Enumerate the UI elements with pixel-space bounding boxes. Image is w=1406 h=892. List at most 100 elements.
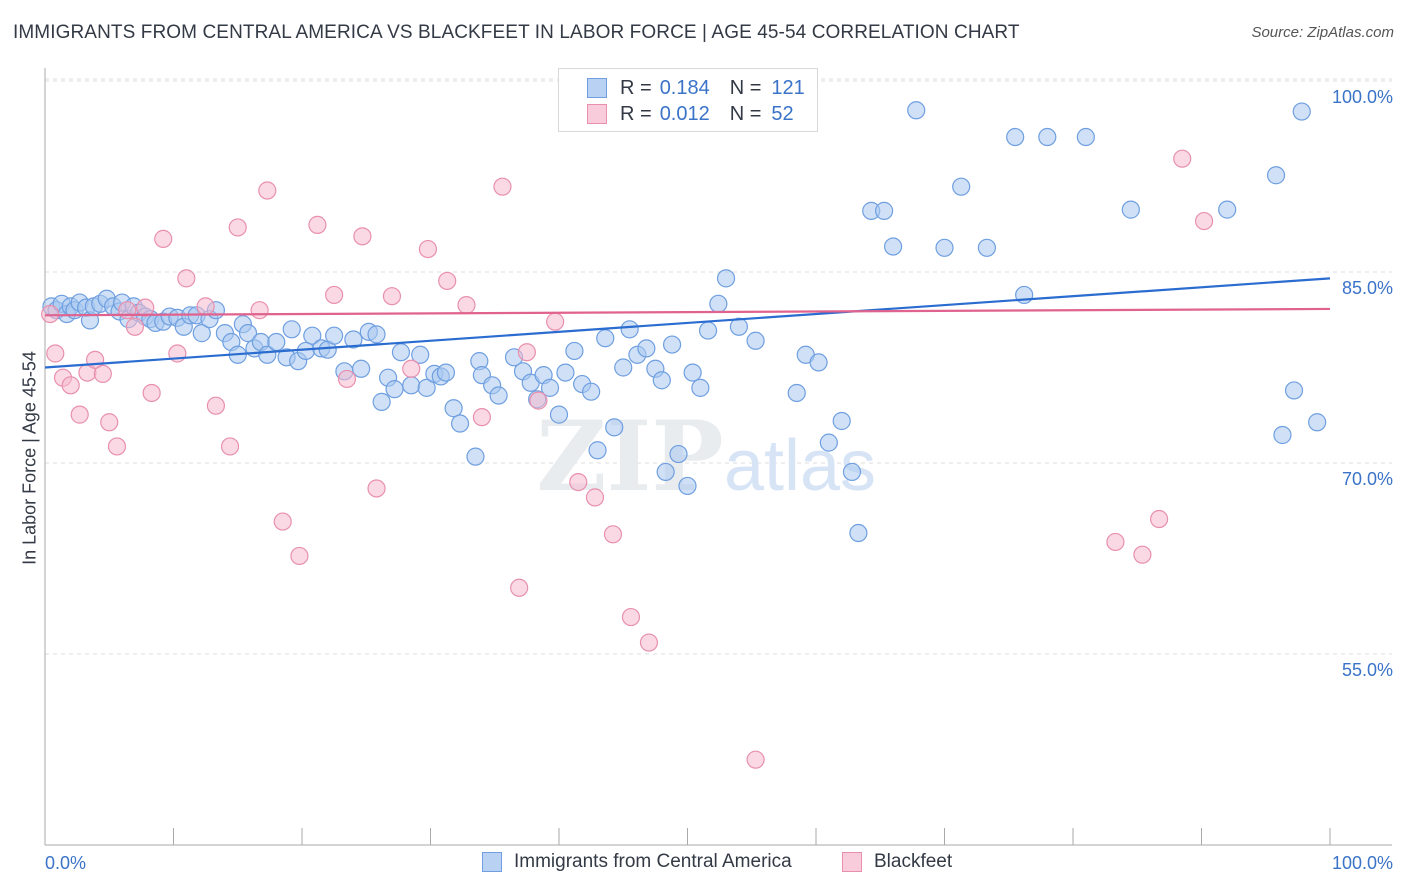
legend-item-blackfeet[interactable]: Blackfeet <box>842 851 952 873</box>
blackfeet-point <box>1149 509 1169 529</box>
bottom-legend: Immigrants from Central America Blackfee… <box>0 851 1406 879</box>
blackfeet-point <box>1173 149 1192 168</box>
central-america-point <box>466 447 485 466</box>
blackfeet-point <box>206 396 226 415</box>
pink-swatch <box>842 852 862 872</box>
central-america-point <box>977 238 997 257</box>
blackfeet-point <box>250 301 269 320</box>
blackfeet-point <box>517 343 536 362</box>
blackfeet-point <box>177 269 196 288</box>
blackfeet-point <box>621 607 641 627</box>
y-tick-label: 70.0% <box>1342 469 1393 489</box>
central-america-point <box>436 363 456 382</box>
blackfeet-point <box>118 301 137 320</box>
blackfeet-point <box>61 376 80 395</box>
blackfeet-point <box>585 488 605 507</box>
blackfeet-point <box>438 271 457 291</box>
blackfeet-point <box>100 413 119 432</box>
central-america-point <box>698 321 718 340</box>
blackfeet-point <box>142 383 161 403</box>
blackfeet-point <box>154 229 173 248</box>
central-america-trendline <box>44 277 1331 369</box>
blackfeet-point <box>93 364 112 383</box>
central-america-point <box>1038 127 1057 147</box>
central-america-point <box>605 418 624 437</box>
legend-label: Blackfeet <box>874 851 953 872</box>
r-value: 0.184 <box>659 76 710 99</box>
blackfeet-point <box>457 296 476 315</box>
legend-item-central-america[interactable]: Immigrants from Central America <box>482 851 792 873</box>
central-america-point <box>1218 200 1237 219</box>
axis-layer <box>44 68 1392 846</box>
blackfeet-point <box>220 437 240 456</box>
blackfeet-point <box>529 391 548 410</box>
central-america-point <box>325 326 344 345</box>
central-america-point <box>746 331 765 350</box>
blackfeet-point <box>337 369 357 389</box>
blackfeet-point <box>273 512 292 531</box>
blackfeet-point <box>196 297 215 316</box>
central-america-point <box>549 405 569 424</box>
central-america-point <box>565 341 584 361</box>
central-america-point <box>875 201 894 220</box>
blackfeet-point <box>228 218 247 237</box>
n-value: 121 <box>771 76 805 99</box>
central-america-point <box>637 339 656 358</box>
central-america-point <box>192 324 211 343</box>
central-america-point <box>303 326 322 345</box>
central-america-point <box>372 392 391 411</box>
blackfeet-point <box>353 227 372 246</box>
central-america-point <box>1292 102 1311 121</box>
central-america-point <box>952 177 971 196</box>
central-america-point <box>367 325 386 344</box>
blackfeet-point <box>510 578 529 597</box>
chart-title: IMMIGRANTS FROM CENTRAL AMERICA VS BLACK… <box>13 22 1020 43</box>
central-america-point <box>819 433 838 452</box>
blue-swatch <box>587 78 607 98</box>
central-america-point <box>238 324 258 343</box>
central-america-point <box>1308 413 1327 432</box>
blue-swatch <box>482 852 502 872</box>
n-value: 52 <box>771 102 794 125</box>
blackfeet-point <box>70 405 89 424</box>
central-america-point <box>787 383 806 403</box>
central-america-point <box>582 382 601 401</box>
central-america-point <box>450 414 470 433</box>
trend-layer <box>44 277 1331 369</box>
blackfeet-point <box>472 408 491 427</box>
central-america-point <box>709 294 728 313</box>
y-tick-label: 85.0% <box>1342 278 1393 298</box>
blackfeet-point <box>603 525 623 544</box>
blackfeet-point <box>402 359 421 378</box>
blackfeet-point <box>125 317 145 336</box>
blackfeet-point <box>1133 545 1152 564</box>
blackfeet-point <box>418 239 438 259</box>
central-america-point <box>1121 200 1140 219</box>
central-america-point <box>620 320 639 339</box>
central-america-point <box>344 330 363 349</box>
central-america-point <box>402 376 421 395</box>
central-america-point <box>1284 381 1304 400</box>
blackfeet-point <box>136 298 155 317</box>
central-america-point <box>417 378 436 397</box>
central-america-point <box>849 523 868 543</box>
blackfeet-point <box>493 177 512 196</box>
central-america-point <box>678 476 697 496</box>
central-america-point <box>596 329 615 348</box>
blackfeet-point <box>258 181 277 200</box>
central-america-point <box>662 335 682 354</box>
blackfeet-point <box>1106 532 1125 552</box>
blackfeet-point <box>290 546 309 566</box>
source-label: Source: ZipAtlas.com <box>1251 24 1394 41</box>
blackfeet-trendline <box>44 307 1331 317</box>
blackfeet-point <box>746 750 765 769</box>
central-america-point <box>691 378 710 397</box>
central-america-point <box>683 363 702 382</box>
central-america-point <box>842 462 862 482</box>
n-label: N = <box>729 76 762 99</box>
central-america-point <box>652 371 671 390</box>
stats-legend-row-pink: R = 0.012 N = 52 <box>559 100 794 128</box>
central-america-point <box>385 380 404 399</box>
central-america-point <box>282 320 301 339</box>
